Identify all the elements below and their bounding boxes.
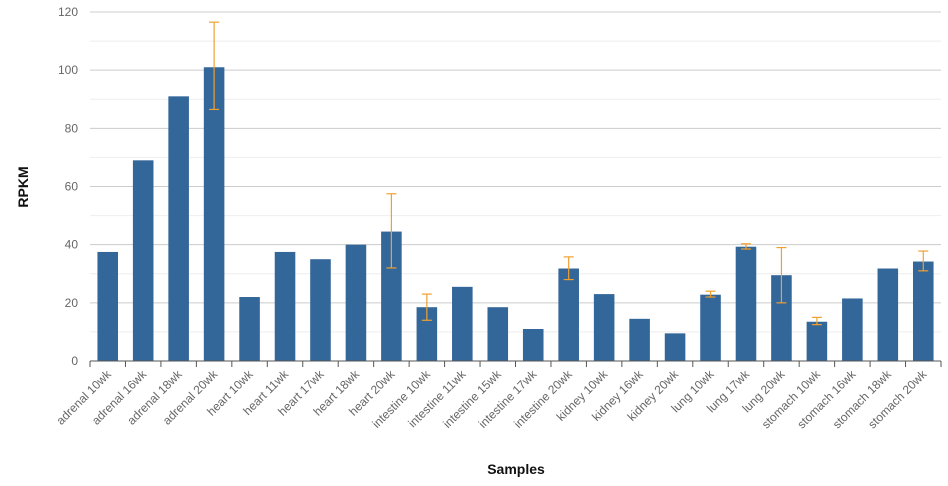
bars	[97, 67, 934, 361]
bar[interactable]	[487, 307, 509, 361]
bar[interactable]	[877, 268, 899, 361]
bar[interactable]	[416, 307, 438, 361]
y-tick-label: 120	[58, 5, 78, 19]
bar[interactable]	[629, 318, 650, 361]
error-bar	[563, 256, 574, 281]
bar[interactable]	[168, 96, 189, 361]
error-bar	[209, 21, 220, 111]
bar[interactable]	[771, 275, 792, 361]
bar[interactable]	[97, 251, 119, 361]
y-axis-title: RPKM	[15, 166, 31, 207]
y-tick-label: 60	[65, 180, 79, 194]
bar[interactable]	[132, 160, 154, 361]
y-tick-label: 40	[65, 238, 79, 252]
bar[interactable]	[452, 286, 473, 361]
bar[interactable]	[842, 298, 863, 361]
x-axis-title: Samples	[487, 461, 545, 477]
axes	[89, 360, 942, 367]
error-bar	[740, 243, 751, 250]
gridlines	[90, 11, 941, 333]
bar[interactable]	[203, 67, 225, 361]
bar[interactable]	[664, 333, 686, 361]
error-bar	[918, 250, 929, 272]
bar[interactable]	[593, 294, 615, 361]
error-bar	[386, 193, 397, 269]
bar[interactable]	[735, 246, 757, 361]
error-bar	[421, 293, 432, 321]
y-tick-labels: 0 20 40 60 80 100 120	[58, 5, 78, 368]
bar[interactable]	[239, 297, 260, 361]
bar[interactable]	[806, 321, 828, 361]
bar[interactable]	[700, 294, 721, 361]
bar[interactable]	[912, 261, 934, 361]
bar[interactable]	[522, 329, 544, 361]
bar[interactable]	[310, 259, 331, 361]
bar[interactable]	[381, 231, 402, 361]
y-tick-label: 20	[65, 296, 79, 310]
bar[interactable]	[345, 244, 367, 361]
error-bar	[811, 316, 822, 326]
bar[interactable]	[274, 251, 296, 361]
error-bars	[209, 21, 929, 326]
error-bar	[776, 246, 787, 304]
error-bar	[705, 290, 716, 298]
y-tick-label: 80	[65, 121, 79, 135]
y-tick-label: 100	[58, 63, 78, 77]
y-tick-label: 0	[71, 354, 78, 368]
bar[interactable]	[558, 268, 579, 361]
